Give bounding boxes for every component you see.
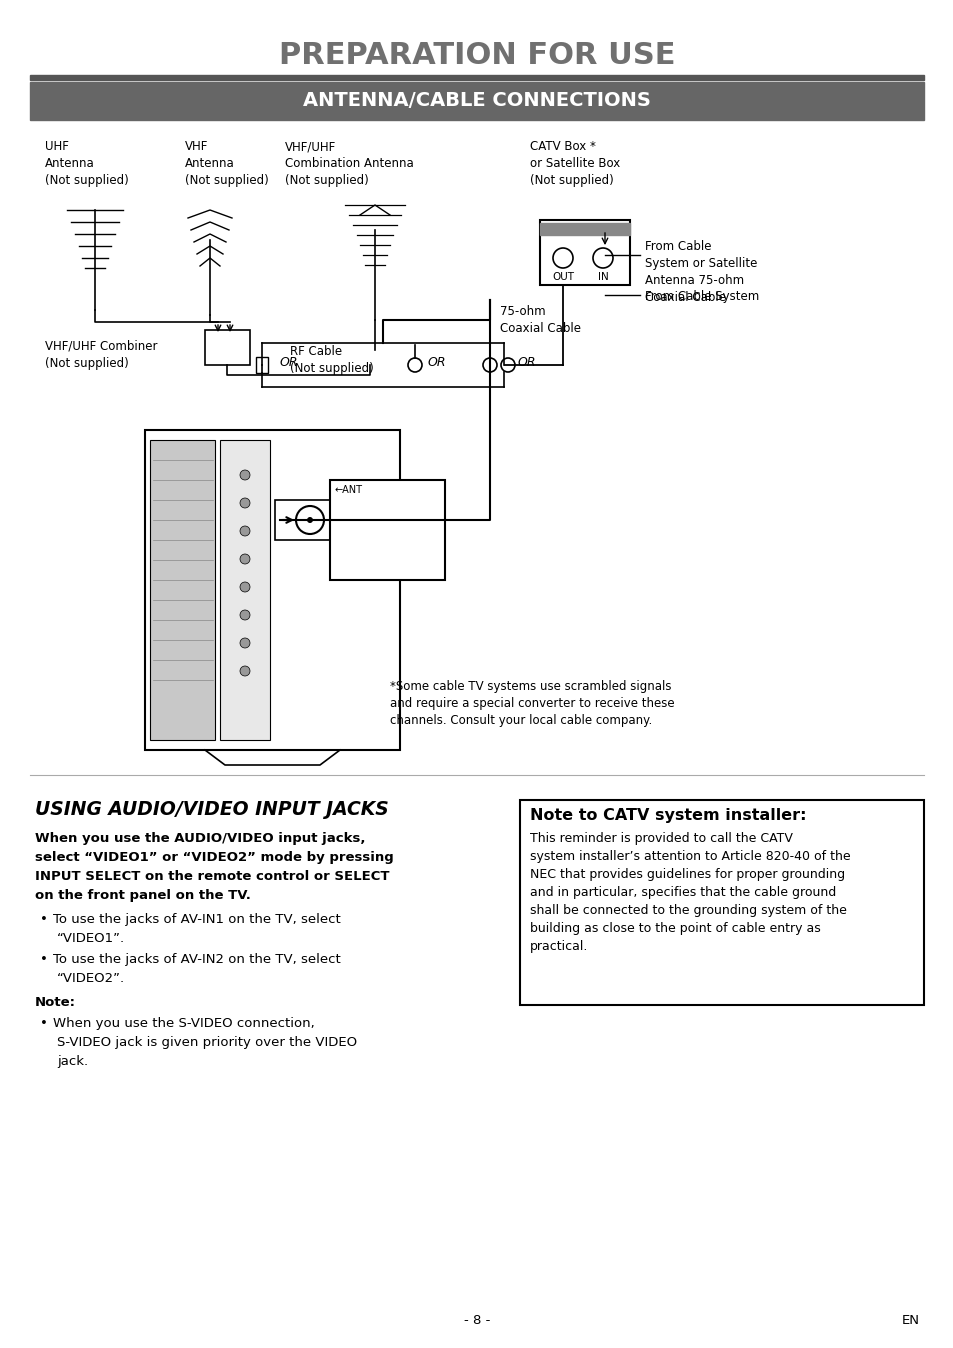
Text: ANTENNA/CABLE CONNECTIONS: ANTENNA/CABLE CONNECTIONS [303,92,650,111]
Circle shape [240,497,250,508]
Circle shape [240,526,250,537]
Text: and in particular, specifies that the cable ground: and in particular, specifies that the ca… [530,886,836,899]
Bar [274,500,355,541]
Text: From Cable
System or Satellite
Antenna 75-ohm
Coaxial Cable: From Cable System or Satellite Antenna 7… [644,240,757,305]
Text: RF Cable
(Not supplied): RF Cable (Not supplied) [290,345,374,375]
Text: ←ANT: ←ANT [335,485,363,495]
Bar [205,330,250,365]
Bar [255,357,268,373]
Circle shape [307,518,313,523]
Text: jack.: jack. [57,1055,88,1068]
Bar [30,75,923,80]
Text: OR: OR [280,356,298,369]
Text: OR: OR [428,356,446,369]
Text: “VIDEO1”.: “VIDEO1”. [57,931,125,945]
Circle shape [295,506,324,534]
Bar [30,82,923,120]
Text: select “VIDEO1” or “VIDEO2” mode by pressing: select “VIDEO1” or “VIDEO2” mode by pres… [35,851,394,864]
Text: To use the jacks of AV-IN2 on the TV, select: To use the jacks of AV-IN2 on the TV, se… [53,953,340,967]
Circle shape [500,359,515,372]
Text: 75-ohm
Coaxial Cable: 75-ohm Coaxial Cable [499,305,580,336]
Text: CATV Box *
or Satellite Box
(Not supplied): CATV Box * or Satellite Box (Not supplie… [530,140,619,187]
Text: VHF/UHF
Combination Antenna
(Not supplied): VHF/UHF Combination Antenna (Not supplie… [285,140,414,187]
Text: IN: IN [597,272,608,282]
Bar [519,799,923,1006]
Text: OUT: OUT [552,272,574,282]
Bar [145,430,399,749]
Circle shape [482,359,497,372]
Bar [220,439,270,740]
Text: •: • [40,1016,48,1030]
Text: system installer’s attention to Article 820-40 of the: system installer’s attention to Article … [530,851,850,863]
Text: and require a special converter to receive these: and require a special converter to recei… [390,697,674,710]
Text: shall be connected to the grounding system of the: shall be connected to the grounding syst… [530,905,846,917]
Text: This reminder is provided to call the CATV: This reminder is provided to call the CA… [530,832,792,845]
Text: OR: OR [517,356,536,369]
Text: •: • [40,913,48,926]
Circle shape [240,470,250,480]
Circle shape [240,638,250,648]
Text: practical.: practical. [530,940,588,953]
Text: To use the jacks of AV-IN1 on the TV, select: To use the jacks of AV-IN1 on the TV, se… [53,913,340,926]
Text: PREPARATION FOR USE: PREPARATION FOR USE [278,40,675,70]
Bar [539,220,629,284]
Circle shape [240,611,250,620]
Text: From Cable System: From Cable System [644,290,759,303]
Text: USING AUDIO/VIDEO INPUT JACKS: USING AUDIO/VIDEO INPUT JACKS [35,799,388,820]
Text: S-VIDEO jack is given priority over the VIDEO: S-VIDEO jack is given priority over the … [57,1037,356,1049]
Text: INPUT SELECT on the remote control or SELECT: INPUT SELECT on the remote control or SE… [35,869,389,883]
Circle shape [240,666,250,675]
Text: UHF
Antenna
(Not supplied): UHF Antenna (Not supplied) [45,140,129,187]
Text: - 8 -: - 8 - [463,1313,490,1326]
Text: EN: EN [901,1313,919,1326]
Bar [150,439,214,740]
Text: When you use the S-VIDEO connection,: When you use the S-VIDEO connection, [53,1016,314,1030]
Text: on the front panel on the TV.: on the front panel on the TV. [35,888,251,902]
Text: Note:: Note: [35,996,76,1010]
Bar [330,480,444,580]
Text: •: • [40,953,48,967]
Circle shape [240,554,250,563]
Text: When you use the AUDIO/VIDEO input jacks,: When you use the AUDIO/VIDEO input jacks… [35,832,365,845]
Text: VHF
Antenna
(Not supplied): VHF Antenna (Not supplied) [185,140,269,187]
Text: VHF/UHF Combiner
(Not supplied): VHF/UHF Combiner (Not supplied) [45,340,157,369]
Text: *Some cable TV systems use scrambled signals: *Some cable TV systems use scrambled sig… [390,679,671,693]
Bar [539,222,629,235]
Text: channels. Consult your local cable company.: channels. Consult your local cable compa… [390,714,652,727]
Text: building as close to the point of cable entry as: building as close to the point of cable … [530,922,820,936]
Text: NEC that provides guidelines for proper grounding: NEC that provides guidelines for proper … [530,868,844,882]
Circle shape [408,359,421,372]
Circle shape [240,582,250,592]
Text: “VIDEO2”.: “VIDEO2”. [57,972,125,985]
Text: Note to CATV system installer:: Note to CATV system installer: [530,807,805,824]
